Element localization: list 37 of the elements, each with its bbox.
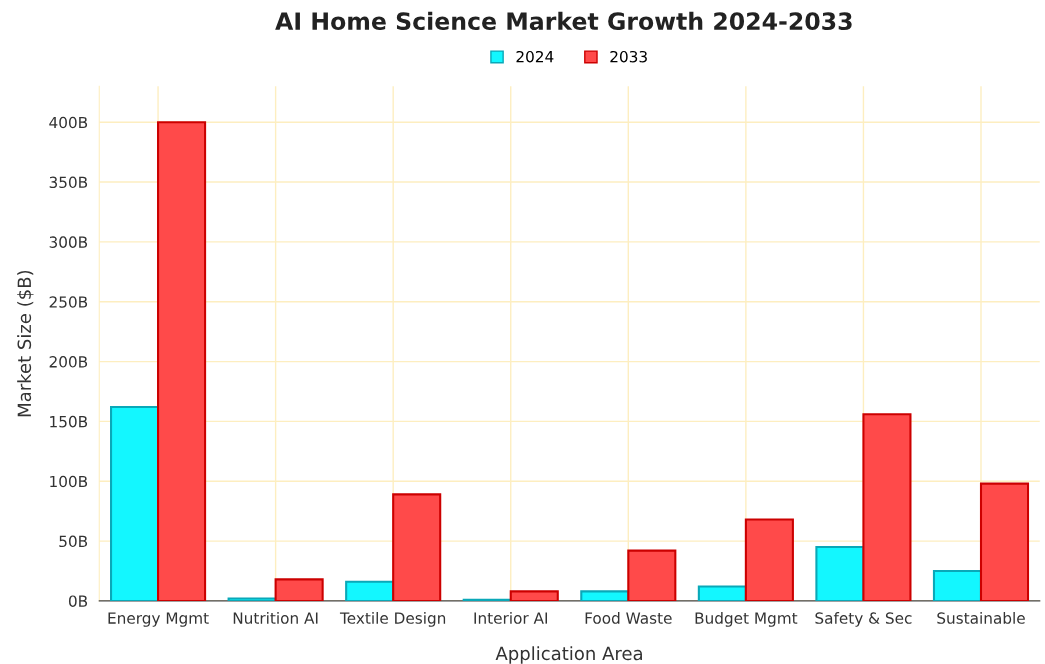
bar [862, 413, 912, 601]
y-tick-label: 150B [50, 415, 88, 428]
chart-title: AI Home Science Market Growth 2024-2033 [275, 11, 852, 31]
bar [109, 406, 160, 601]
y-tick-label: 400B [49, 116, 88, 129]
y-tick-label: 350B [49, 176, 88, 189]
x-tick-label: Safety & Sec [815, 612, 912, 627]
bar [227, 597, 277, 601]
bar [627, 549, 677, 601]
x-tick-label: Sustainable [937, 612, 1025, 624]
legend-label: 2033 [610, 50, 647, 63]
legend-label: 2024 [516, 50, 554, 63]
bar [345, 580, 395, 601]
bar [815, 546, 865, 601]
bar [580, 590, 630, 601]
bar [932, 569, 983, 601]
y-tick-label: 0B [68, 595, 88, 607]
bar [392, 493, 442, 601]
x-tick-label: Textile Design [339, 612, 446, 627]
y-tick-label: 300B [49, 236, 88, 248]
y-tick-label: 200B [49, 356, 88, 368]
bar [697, 585, 747, 601]
y-tick-label: 250B [49, 296, 88, 308]
y-tick-label: 50B [59, 535, 88, 548]
x-tick-label: Nutrition AI [233, 612, 318, 624]
x-tick-label: Food Waste [585, 612, 672, 624]
x-tick-label: Interior AI [474, 612, 548, 624]
x-axis-title: Application Area [495, 646, 642, 664]
y-axis-title: Market Size ($B) [17, 270, 34, 417]
bar [744, 518, 794, 601]
x-tick-label: Energy Mgmt [108, 612, 209, 627]
bar [509, 590, 559, 601]
bar [157, 121, 207, 601]
x-tick-label: Budget Mgmt [695, 612, 798, 627]
bar [979, 482, 1030, 601]
y-tick-label: 100B [50, 475, 88, 488]
bar [274, 578, 324, 601]
